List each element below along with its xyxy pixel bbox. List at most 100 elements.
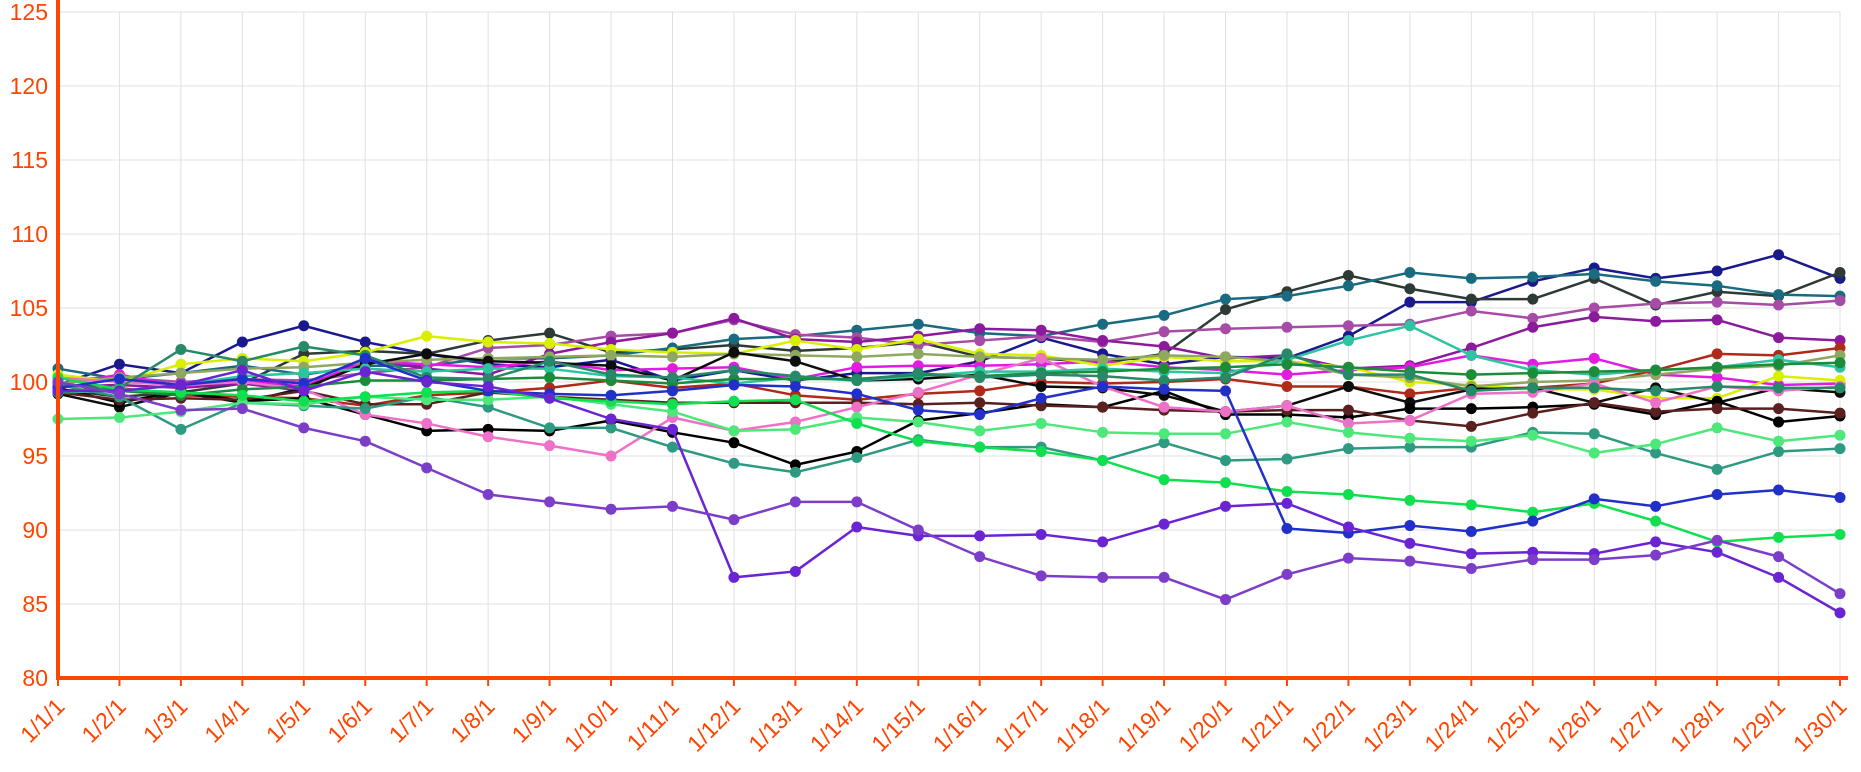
data-point[interactable] — [236, 364, 248, 376]
data-point[interactable] — [1465, 293, 1477, 305]
data-point[interactable] — [1650, 447, 1662, 459]
data-point[interactable] — [1158, 428, 1170, 440]
data-point[interactable] — [175, 404, 187, 416]
data-point[interactable] — [1404, 320, 1416, 332]
data-point[interactable] — [175, 358, 187, 370]
data-point[interactable] — [1465, 525, 1477, 537]
data-point[interactable] — [1773, 358, 1785, 370]
data-point[interactable] — [728, 514, 740, 526]
data-point[interactable] — [851, 351, 863, 363]
data-point[interactable] — [1220, 303, 1232, 315]
data-point[interactable] — [1711, 463, 1723, 475]
data-point[interactable] — [1711, 422, 1723, 434]
data-point[interactable] — [1773, 416, 1785, 428]
data-point[interactable] — [1220, 406, 1232, 418]
data-point[interactable] — [1465, 305, 1477, 317]
data-point[interactable] — [1650, 275, 1662, 287]
data-point[interactable] — [1834, 382, 1846, 394]
data-point[interactable] — [482, 336, 494, 348]
data-point[interactable] — [359, 366, 371, 378]
data-point[interactable] — [175, 423, 187, 435]
data-point[interactable] — [1220, 351, 1232, 363]
data-point[interactable] — [482, 380, 494, 392]
data-point[interactable] — [1773, 403, 1785, 415]
data-point[interactable] — [482, 394, 494, 406]
data-point[interactable] — [298, 395, 310, 407]
data-point[interactable] — [1465, 385, 1477, 397]
data-point[interactable] — [912, 435, 924, 447]
data-point[interactable] — [1035, 528, 1047, 540]
data-point[interactable] — [1281, 400, 1293, 412]
data-point[interactable] — [1773, 382, 1785, 394]
data-point[interactable] — [1650, 500, 1662, 512]
data-point[interactable] — [1711, 372, 1723, 384]
data-point[interactable] — [1650, 406, 1662, 418]
data-point[interactable] — [1773, 446, 1785, 458]
data-point[interactable] — [1035, 324, 1047, 336]
data-point[interactable] — [175, 367, 187, 379]
data-point[interactable] — [1773, 299, 1785, 311]
data-point[interactable] — [1158, 326, 1170, 338]
data-point[interactable] — [789, 370, 801, 382]
data-point[interactable] — [1527, 293, 1539, 305]
data-point[interactable] — [789, 380, 801, 392]
data-point[interactable] — [544, 496, 556, 508]
data-point[interactable] — [1220, 372, 1232, 384]
data-point[interactable] — [1527, 312, 1539, 324]
data-point[interactable] — [1650, 315, 1662, 327]
data-point[interactable] — [1588, 493, 1600, 505]
data-point[interactable] — [544, 327, 556, 339]
data-point[interactable] — [912, 416, 924, 428]
data-point[interactable] — [1834, 407, 1846, 419]
data-point[interactable] — [1281, 523, 1293, 535]
data-point[interactable] — [728, 437, 740, 449]
data-point[interactable] — [728, 571, 740, 583]
data-point[interactable] — [666, 500, 678, 512]
data-point[interactable] — [1220, 293, 1232, 305]
data-point[interactable] — [1097, 536, 1109, 548]
data-point[interactable] — [236, 336, 248, 348]
data-point[interactable] — [974, 385, 986, 397]
data-point[interactable] — [1834, 443, 1846, 455]
data-point[interactable] — [1588, 268, 1600, 280]
data-point[interactable] — [1342, 417, 1354, 429]
data-point[interactable] — [728, 333, 740, 345]
data-point[interactable] — [1650, 298, 1662, 310]
data-point[interactable] — [1773, 484, 1785, 496]
data-point[interactable] — [1158, 401, 1170, 413]
data-point[interactable] — [789, 335, 801, 347]
data-point[interactable] — [1281, 321, 1293, 333]
data-point[interactable] — [1220, 428, 1232, 440]
data-point[interactable] — [605, 389, 617, 401]
data-point[interactable] — [298, 385, 310, 397]
data-point[interactable] — [544, 372, 556, 384]
data-point[interactable] — [1465, 499, 1477, 511]
data-point[interactable] — [1465, 349, 1477, 361]
data-point[interactable] — [544, 338, 556, 350]
data-point[interactable] — [1281, 453, 1293, 465]
data-point[interactable] — [1527, 554, 1539, 566]
data-point[interactable] — [359, 391, 371, 403]
data-point[interactable] — [1342, 488, 1354, 500]
data-point[interactable] — [1773, 571, 1785, 583]
data-point[interactable] — [1097, 401, 1109, 413]
data-point[interactable] — [1404, 296, 1416, 308]
data-point[interactable] — [974, 351, 986, 363]
data-point[interactable] — [1404, 537, 1416, 549]
data-point[interactable] — [1527, 515, 1539, 527]
data-point[interactable] — [1158, 474, 1170, 486]
data-point[interactable] — [1281, 486, 1293, 498]
data-point[interactable] — [1342, 404, 1354, 416]
data-point[interactable] — [789, 394, 801, 406]
data-point[interactable] — [1773, 249, 1785, 261]
data-point[interactable] — [421, 376, 433, 388]
data-point[interactable] — [974, 409, 986, 421]
data-point[interactable] — [789, 466, 801, 478]
data-point[interactable] — [1097, 454, 1109, 466]
data-point[interactable] — [1650, 515, 1662, 527]
data-point[interactable] — [175, 343, 187, 355]
data-point[interactable] — [1342, 320, 1354, 332]
data-point[interactable] — [1220, 594, 1232, 606]
data-point[interactable] — [912, 318, 924, 330]
data-point[interactable] — [1650, 549, 1662, 561]
